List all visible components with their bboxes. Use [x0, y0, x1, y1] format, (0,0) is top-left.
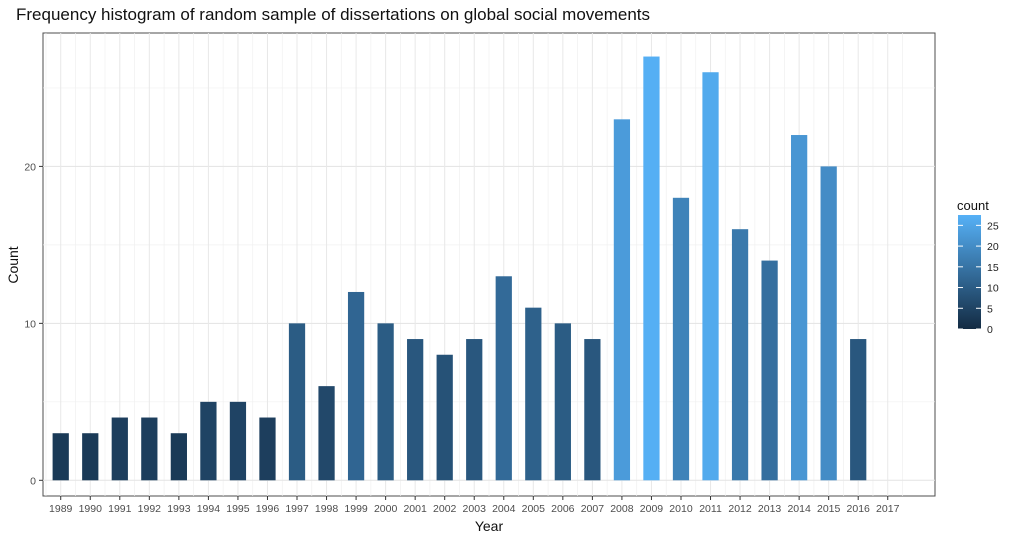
- x-tick-label: 1993: [167, 503, 191, 515]
- y-axis: 0 10 20: [24, 161, 43, 487]
- bar-2004: [495, 276, 512, 481]
- x-tick-label: 1996: [256, 503, 280, 515]
- y-tick-label: 20: [24, 161, 36, 173]
- bar-1994: [200, 401, 217, 481]
- bar-2013: [761, 260, 778, 481]
- x-tick-label: 2011: [699, 503, 722, 515]
- x-tick-label: 2013: [758, 503, 782, 515]
- bar-2011: [702, 72, 719, 481]
- legend-title: count: [957, 198, 989, 213]
- legend-tick-label: 10: [987, 283, 999, 295]
- bar-2006: [554, 323, 571, 481]
- bar-1989: [52, 433, 69, 481]
- x-tick-label: 2000: [374, 503, 398, 515]
- bar-1999: [347, 291, 365, 481]
- x-tick-label: 2007: [581, 503, 605, 515]
- legend-tick-label: 0: [987, 324, 993, 336]
- x-tick-label: 2004: [492, 503, 516, 515]
- bar-2009: [643, 56, 660, 481]
- bar-1998: [318, 386, 335, 481]
- legend-tick-label: 15: [987, 262, 999, 274]
- x-tick-label: 1990: [79, 503, 103, 515]
- bar-2000: [377, 323, 394, 481]
- bar-2007: [584, 339, 601, 481]
- bar-2015: [820, 166, 837, 481]
- bar-1997: [288, 323, 306, 481]
- bar-1992: [141, 417, 158, 481]
- x-axis-title: Year: [475, 518, 504, 534]
- color-legend: count 0 5 10 15 20 25: [957, 198, 999, 336]
- bar-1995: [229, 401, 247, 481]
- bar-2010: [672, 197, 690, 481]
- x-tick-label: 2015: [817, 503, 841, 515]
- legend-tick-label: 25: [987, 220, 999, 232]
- x-tick-label: 2002: [433, 503, 457, 515]
- bar-1996: [259, 417, 276, 481]
- x-tick-label: 2009: [640, 503, 664, 515]
- bar-2003: [466, 339, 483, 481]
- x-tick-label: 1994: [197, 503, 221, 515]
- bar-1990: [82, 433, 99, 481]
- x-tick-label: 2008: [610, 503, 634, 515]
- bar-2014: [791, 135, 808, 481]
- x-tick-label: 2014: [787, 503, 811, 515]
- x-tick-label: 2010: [669, 503, 693, 515]
- bar-1991: [111, 417, 128, 481]
- x-tick-label: 2017: [876, 503, 900, 515]
- x-tick-label: 1992: [138, 503, 162, 515]
- x-tick-label: 2012: [728, 503, 752, 515]
- y-tick-label: 10: [24, 318, 36, 330]
- y-tick-label: 0: [30, 475, 36, 487]
- x-tick-label: 1991: [108, 503, 132, 515]
- x-tick-label: 1989: [49, 503, 73, 515]
- grid-lines: [43, 33, 935, 496]
- x-axis: 1989 1990 1991 1992 1993 1994 1995 1996 1997 1998…: [49, 496, 900, 515]
- legend-colorbar: [958, 215, 981, 329]
- bar-2012: [731, 229, 749, 481]
- x-tick-label: 2001: [403, 503, 427, 515]
- x-tick-label: 2005: [522, 503, 546, 515]
- x-tick-label: 2003: [463, 503, 487, 515]
- chart-title: Frequency histogram of random sample of …: [16, 5, 651, 24]
- legend-tick-label: 5: [987, 303, 993, 315]
- x-tick-label: 2006: [551, 503, 575, 515]
- bar-2016: [850, 339, 867, 481]
- bar-2001: [407, 339, 424, 481]
- bar-2005: [525, 307, 542, 481]
- x-tick-label: 1999: [344, 503, 368, 515]
- x-tick-label: 1997: [285, 503, 309, 515]
- bar-2008: [613, 119, 631, 481]
- bar-1993: [170, 433, 187, 481]
- bar-2002: [436, 354, 453, 481]
- x-tick-label: 2016: [847, 503, 871, 515]
- x-tick-label: 1998: [315, 503, 339, 515]
- x-tick-label: 1995: [226, 503, 250, 515]
- bars: [52, 56, 867, 481]
- legend-tick-label: 20: [987, 241, 999, 253]
- y-axis-title: Count: [5, 246, 21, 283]
